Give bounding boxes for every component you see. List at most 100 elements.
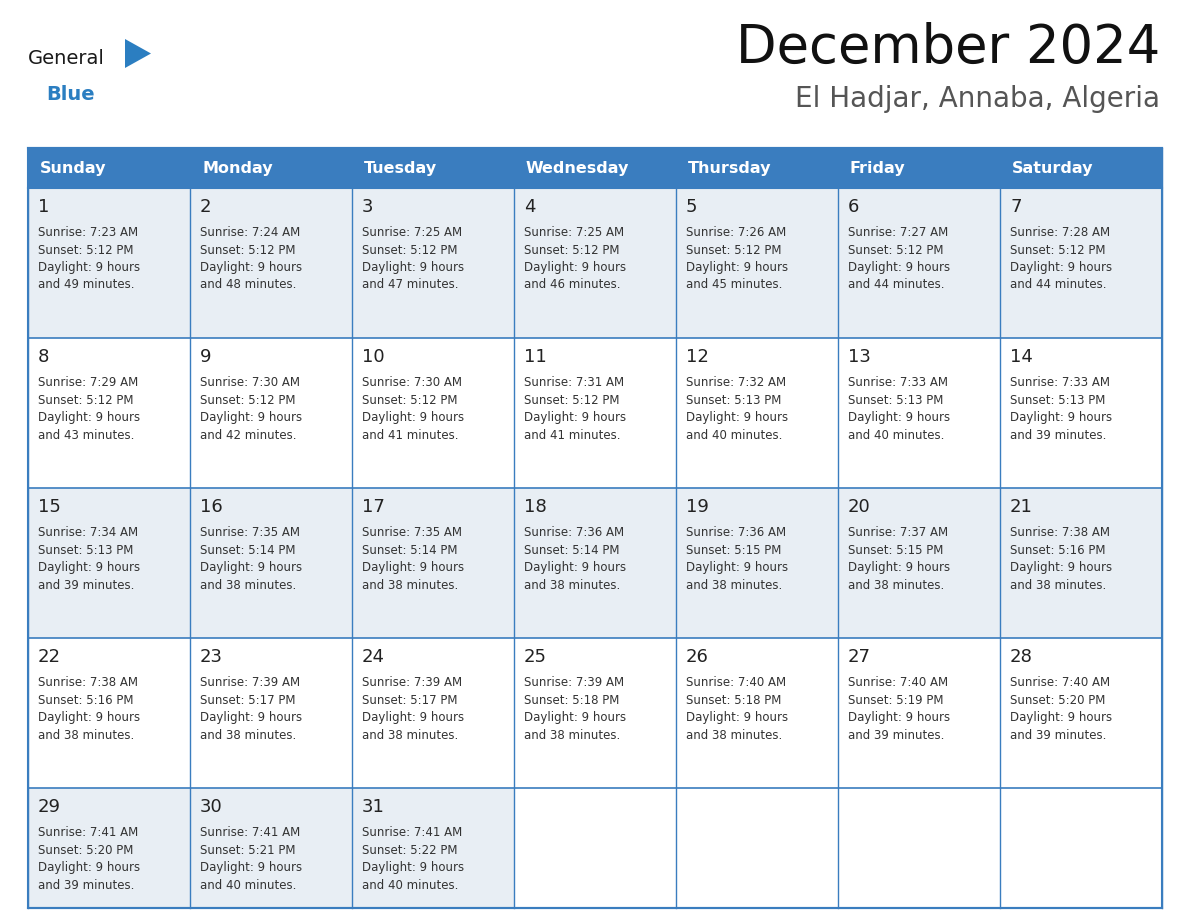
Text: Daylight: 9 hours: Daylight: 9 hours (362, 861, 465, 874)
Text: Sunrise: 7:41 AM: Sunrise: 7:41 AM (362, 826, 462, 839)
Text: Sunrise: 7:39 AM: Sunrise: 7:39 AM (524, 676, 624, 689)
Text: El Hadjar, Annaba, Algeria: El Hadjar, Annaba, Algeria (795, 85, 1159, 113)
Text: Sunset: 5:14 PM: Sunset: 5:14 PM (524, 543, 619, 556)
Text: December 2024: December 2024 (735, 22, 1159, 74)
Text: Sunrise: 7:24 AM: Sunrise: 7:24 AM (200, 226, 301, 239)
Text: and 47 minutes.: and 47 minutes. (362, 278, 459, 292)
Text: Daylight: 9 hours: Daylight: 9 hours (685, 411, 788, 424)
Text: Daylight: 9 hours: Daylight: 9 hours (524, 411, 626, 424)
Text: Sunset: 5:14 PM: Sunset: 5:14 PM (362, 543, 457, 556)
Bar (676, 188, 838, 338)
Text: Sunset: 5:21 PM: Sunset: 5:21 PM (200, 844, 296, 856)
Bar (190, 788, 352, 908)
Text: and 39 minutes.: and 39 minutes. (1010, 429, 1106, 442)
Text: Daylight: 9 hours: Daylight: 9 hours (848, 711, 950, 724)
Text: and 40 minutes.: and 40 minutes. (362, 879, 459, 891)
Text: 19: 19 (685, 498, 709, 516)
Text: Daylight: 9 hours: Daylight: 9 hours (685, 261, 788, 274)
Text: Wednesday: Wednesday (526, 161, 630, 175)
Text: Tuesday: Tuesday (364, 161, 437, 175)
Bar (190, 638, 352, 788)
Text: Sunday: Sunday (40, 161, 107, 175)
Text: and 39 minutes.: and 39 minutes. (38, 578, 134, 591)
Text: 20: 20 (848, 498, 871, 516)
Bar (514, 148, 676, 188)
Text: and 38 minutes.: and 38 minutes. (524, 729, 620, 742)
Text: Daylight: 9 hours: Daylight: 9 hours (38, 411, 140, 424)
Text: and 38 minutes.: and 38 minutes. (200, 729, 296, 742)
Text: Daylight: 9 hours: Daylight: 9 hours (362, 711, 465, 724)
Text: 5: 5 (685, 198, 697, 216)
Text: Sunset: 5:17 PM: Sunset: 5:17 PM (200, 693, 296, 707)
Text: Sunset: 5:15 PM: Sunset: 5:15 PM (685, 543, 782, 556)
Bar (676, 638, 838, 788)
Text: 1: 1 (38, 198, 50, 216)
Text: Sunrise: 7:30 AM: Sunrise: 7:30 AM (200, 376, 301, 389)
Text: and 38 minutes.: and 38 minutes. (362, 729, 459, 742)
Text: Sunrise: 7:38 AM: Sunrise: 7:38 AM (1010, 526, 1110, 539)
Text: Daylight: 9 hours: Daylight: 9 hours (524, 561, 626, 574)
Text: Daylight: 9 hours: Daylight: 9 hours (362, 561, 465, 574)
Text: Sunrise: 7:32 AM: Sunrise: 7:32 AM (685, 376, 786, 389)
Bar (352, 148, 514, 188)
Text: Daylight: 9 hours: Daylight: 9 hours (200, 411, 302, 424)
Text: Daylight: 9 hours: Daylight: 9 hours (524, 261, 626, 274)
Text: and 42 minutes.: and 42 minutes. (200, 429, 297, 442)
Text: and 38 minutes.: and 38 minutes. (848, 578, 944, 591)
Text: and 48 minutes.: and 48 minutes. (200, 278, 296, 292)
Text: Sunset: 5:19 PM: Sunset: 5:19 PM (848, 693, 943, 707)
Text: 30: 30 (200, 798, 223, 816)
Text: Blue: Blue (46, 84, 95, 104)
Text: Daylight: 9 hours: Daylight: 9 hours (362, 411, 465, 424)
Text: 6: 6 (848, 198, 859, 216)
Text: Sunset: 5:20 PM: Sunset: 5:20 PM (1010, 693, 1105, 707)
Text: and 39 minutes.: and 39 minutes. (848, 729, 944, 742)
Bar (29, 788, 190, 908)
Text: 31: 31 (362, 798, 385, 816)
Text: Sunset: 5:12 PM: Sunset: 5:12 PM (524, 243, 619, 256)
Text: Daylight: 9 hours: Daylight: 9 hours (524, 711, 626, 724)
Text: Sunset: 5:12 PM: Sunset: 5:12 PM (362, 394, 457, 407)
Text: Sunset: 5:15 PM: Sunset: 5:15 PM (848, 543, 943, 556)
Bar (838, 188, 1000, 338)
Polygon shape (125, 39, 151, 68)
Text: Sunrise: 7:37 AM: Sunrise: 7:37 AM (848, 526, 948, 539)
Text: Sunset: 5:12 PM: Sunset: 5:12 PM (200, 243, 296, 256)
Bar (514, 638, 676, 788)
Text: and 38 minutes.: and 38 minutes. (685, 729, 782, 742)
Text: Daylight: 9 hours: Daylight: 9 hours (200, 861, 302, 874)
Bar (190, 148, 352, 188)
Text: 24: 24 (362, 648, 385, 666)
Text: Sunrise: 7:36 AM: Sunrise: 7:36 AM (524, 526, 624, 539)
Text: Saturday: Saturday (1012, 161, 1093, 175)
Text: 9: 9 (200, 348, 211, 366)
Text: Sunrise: 7:40 AM: Sunrise: 7:40 AM (848, 676, 948, 689)
Text: Sunset: 5:12 PM: Sunset: 5:12 PM (362, 243, 457, 256)
Text: and 44 minutes.: and 44 minutes. (1010, 278, 1106, 292)
Text: Daylight: 9 hours: Daylight: 9 hours (848, 261, 950, 274)
Text: 16: 16 (200, 498, 223, 516)
Text: and 41 minutes.: and 41 minutes. (362, 429, 459, 442)
Bar (29, 638, 190, 788)
Bar (1000, 148, 1162, 188)
Text: and 45 minutes.: and 45 minutes. (685, 278, 783, 292)
Bar (1000, 338, 1162, 488)
Text: 13: 13 (848, 348, 871, 366)
Text: and 49 minutes.: and 49 minutes. (38, 278, 134, 292)
Bar (838, 638, 1000, 788)
Text: and 39 minutes.: and 39 minutes. (1010, 729, 1106, 742)
Text: Sunset: 5:14 PM: Sunset: 5:14 PM (200, 543, 296, 556)
Text: Daylight: 9 hours: Daylight: 9 hours (362, 261, 465, 274)
Text: 4: 4 (524, 198, 536, 216)
Text: and 38 minutes.: and 38 minutes. (685, 578, 782, 591)
Bar (838, 148, 1000, 188)
Text: Daylight: 9 hours: Daylight: 9 hours (200, 261, 302, 274)
Bar (676, 488, 838, 638)
Bar (1000, 638, 1162, 788)
Text: 25: 25 (524, 648, 546, 666)
Text: Sunrise: 7:41 AM: Sunrise: 7:41 AM (38, 826, 138, 839)
Text: Daylight: 9 hours: Daylight: 9 hours (38, 861, 140, 874)
Text: Sunset: 5:18 PM: Sunset: 5:18 PM (524, 693, 619, 707)
Text: Sunset: 5:13 PM: Sunset: 5:13 PM (38, 543, 133, 556)
Text: Sunset: 5:12 PM: Sunset: 5:12 PM (848, 243, 943, 256)
